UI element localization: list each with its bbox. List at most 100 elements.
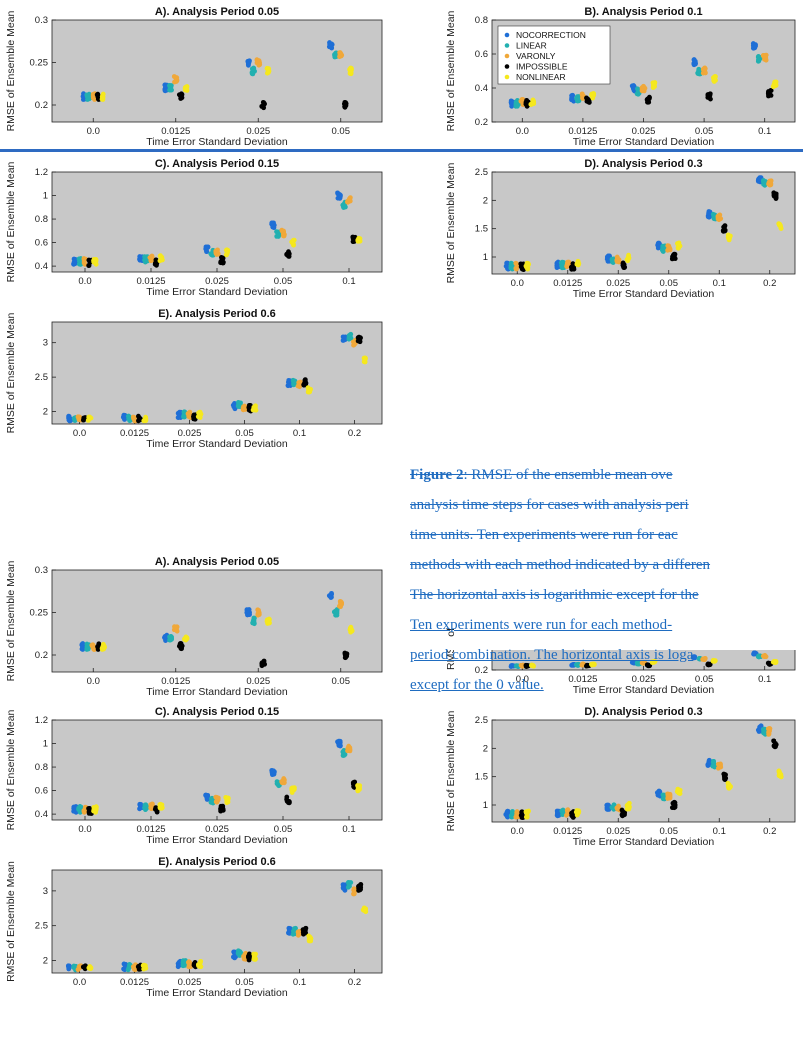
series-linear [513, 653, 764, 670]
caption-line-4: methods with each method indicated by a … [410, 557, 711, 573]
data-point [571, 266, 577, 272]
data-point [340, 338, 346, 343]
data-point [257, 62, 263, 67]
y-axis-label: RMSE of Ensemble Mean [5, 161, 17, 282]
data-point [327, 43, 333, 48]
y-tick-label: 3 [43, 886, 48, 897]
data-point [752, 43, 758, 49]
top-panel-d: D). Analysis Period 0.3 1 1.5 2 2.5 0.0 0.0125… [440, 152, 803, 302]
data-point [711, 763, 717, 769]
data-point [205, 794, 210, 800]
chart-title: E). Analysis Period 0.6 [158, 856, 276, 868]
legend-marker [504, 74, 510, 80]
x-tick-label: 0.0125 [136, 824, 165, 835]
data-point [163, 84, 168, 90]
data-point [701, 656, 707, 662]
data-point [84, 644, 90, 650]
data-point [584, 95, 589, 101]
legend-entry: VARONLY [516, 51, 556, 61]
data-point [337, 738, 343, 744]
y-axis-label: RMSE of Ensemble Mean [5, 560, 17, 681]
chart-title: A). Analysis Period 0.05 [155, 6, 279, 18]
series-nonlinear [91, 235, 363, 267]
caption-line-8: except for the 0 value. [410, 677, 544, 693]
chart-top-b: B). Analysis Period 0.1 0.2 0.4 0.6 0.8 0.0 0.… [445, 6, 796, 148]
series-impossible [86, 779, 358, 816]
data-point [513, 100, 519, 106]
data-point [357, 339, 363, 345]
data-point [196, 410, 202, 416]
data-point [604, 254, 610, 260]
data-point [138, 801, 144, 807]
y-tick-label: 0.2 [475, 665, 488, 676]
data-point [253, 403, 258, 409]
data-point [529, 663, 534, 668]
x-tick-label: 0.05 [274, 824, 293, 835]
series-impossible [80, 882, 364, 972]
series-nonlinear [91, 783, 363, 815]
series-impossible [523, 660, 774, 670]
bottom-panel-c: C). Analysis Period 0.15 0.4 0.6 0.8 1 1.2 0.0… [0, 700, 390, 848]
caption-line-5: The horizontal axis is logarithmic excep… [410, 587, 699, 603]
data-point [218, 808, 224, 814]
data-point [348, 880, 354, 885]
data-point [773, 660, 778, 665]
series-nonlinear [85, 355, 368, 424]
data-point [167, 83, 172, 88]
data-point [660, 249, 666, 254]
data-point [76, 415, 81, 420]
data-point [254, 57, 260, 63]
data-point [291, 382, 297, 388]
data-point [242, 403, 248, 409]
data-point [519, 809, 525, 815]
data-point [281, 233, 286, 239]
chart-bot-c: C). Analysis Period 0.15 0.4 0.6 0.8 1 1.2 0.0… [5, 706, 383, 846]
data-point [347, 70, 353, 76]
caption-line-1-text: : RMSE of the ensemble mean ove [463, 467, 673, 483]
y-tick-label: 0.4 [35, 261, 48, 272]
x-tick-label: 0.025 [246, 676, 270, 687]
y-tick-label: 0.25 [30, 58, 49, 69]
data-point [708, 96, 713, 102]
y-tick-label: 0.2 [35, 100, 48, 111]
caption-line-1: Figure 2: RMSE of the ensemble mean ove [410, 460, 803, 490]
data-point [645, 662, 650, 668]
data-point [640, 660, 646, 666]
data-point [142, 802, 148, 808]
x-tick-label: 0.2 [348, 977, 361, 988]
data-point [564, 807, 570, 813]
bottom-panel-e: E). Analysis Period 0.6 2 2.5 3 0.0 0.0125 0.0… [0, 850, 390, 1035]
data-point [276, 234, 281, 239]
data-point [336, 743, 342, 748]
chart-bot-e: E). Analysis Period 0.6 2 2.5 3 0.0 0.0125 0.0… [5, 856, 383, 999]
data-point [655, 245, 661, 251]
series-impossible [523, 87, 774, 109]
data-point [255, 612, 261, 618]
data-point [606, 802, 611, 808]
series-varonly [90, 50, 345, 102]
data-point [225, 799, 231, 805]
y-axis-label: RMSE of Ensemble Mean [5, 312, 17, 433]
y-tick-label: 1.2 [35, 715, 48, 726]
data-point [86, 810, 92, 816]
y-tick-label: 1.5 [475, 772, 488, 783]
data-point [251, 615, 257, 621]
series-nocorrection [79, 590, 334, 652]
data-point [264, 618, 270, 624]
series-nocorrection [65, 882, 349, 973]
data-point [768, 93, 774, 98]
data-point [757, 653, 763, 659]
series-varonly [513, 178, 774, 272]
x-tick-label: 0.1 [758, 674, 771, 685]
x-tick-label: 0.1 [758, 126, 771, 137]
data-point [87, 258, 93, 264]
data-point [183, 637, 189, 643]
data-point [250, 66, 256, 72]
data-point [149, 258, 155, 263]
x-tick-label: 0.0125 [136, 276, 165, 287]
data-point [715, 213, 721, 219]
x-tick-label: 0.0125 [568, 674, 597, 685]
data-point [66, 964, 71, 969]
data-point [766, 661, 772, 667]
x-axis-label: Time Error Standard Deviation [573, 684, 715, 696]
